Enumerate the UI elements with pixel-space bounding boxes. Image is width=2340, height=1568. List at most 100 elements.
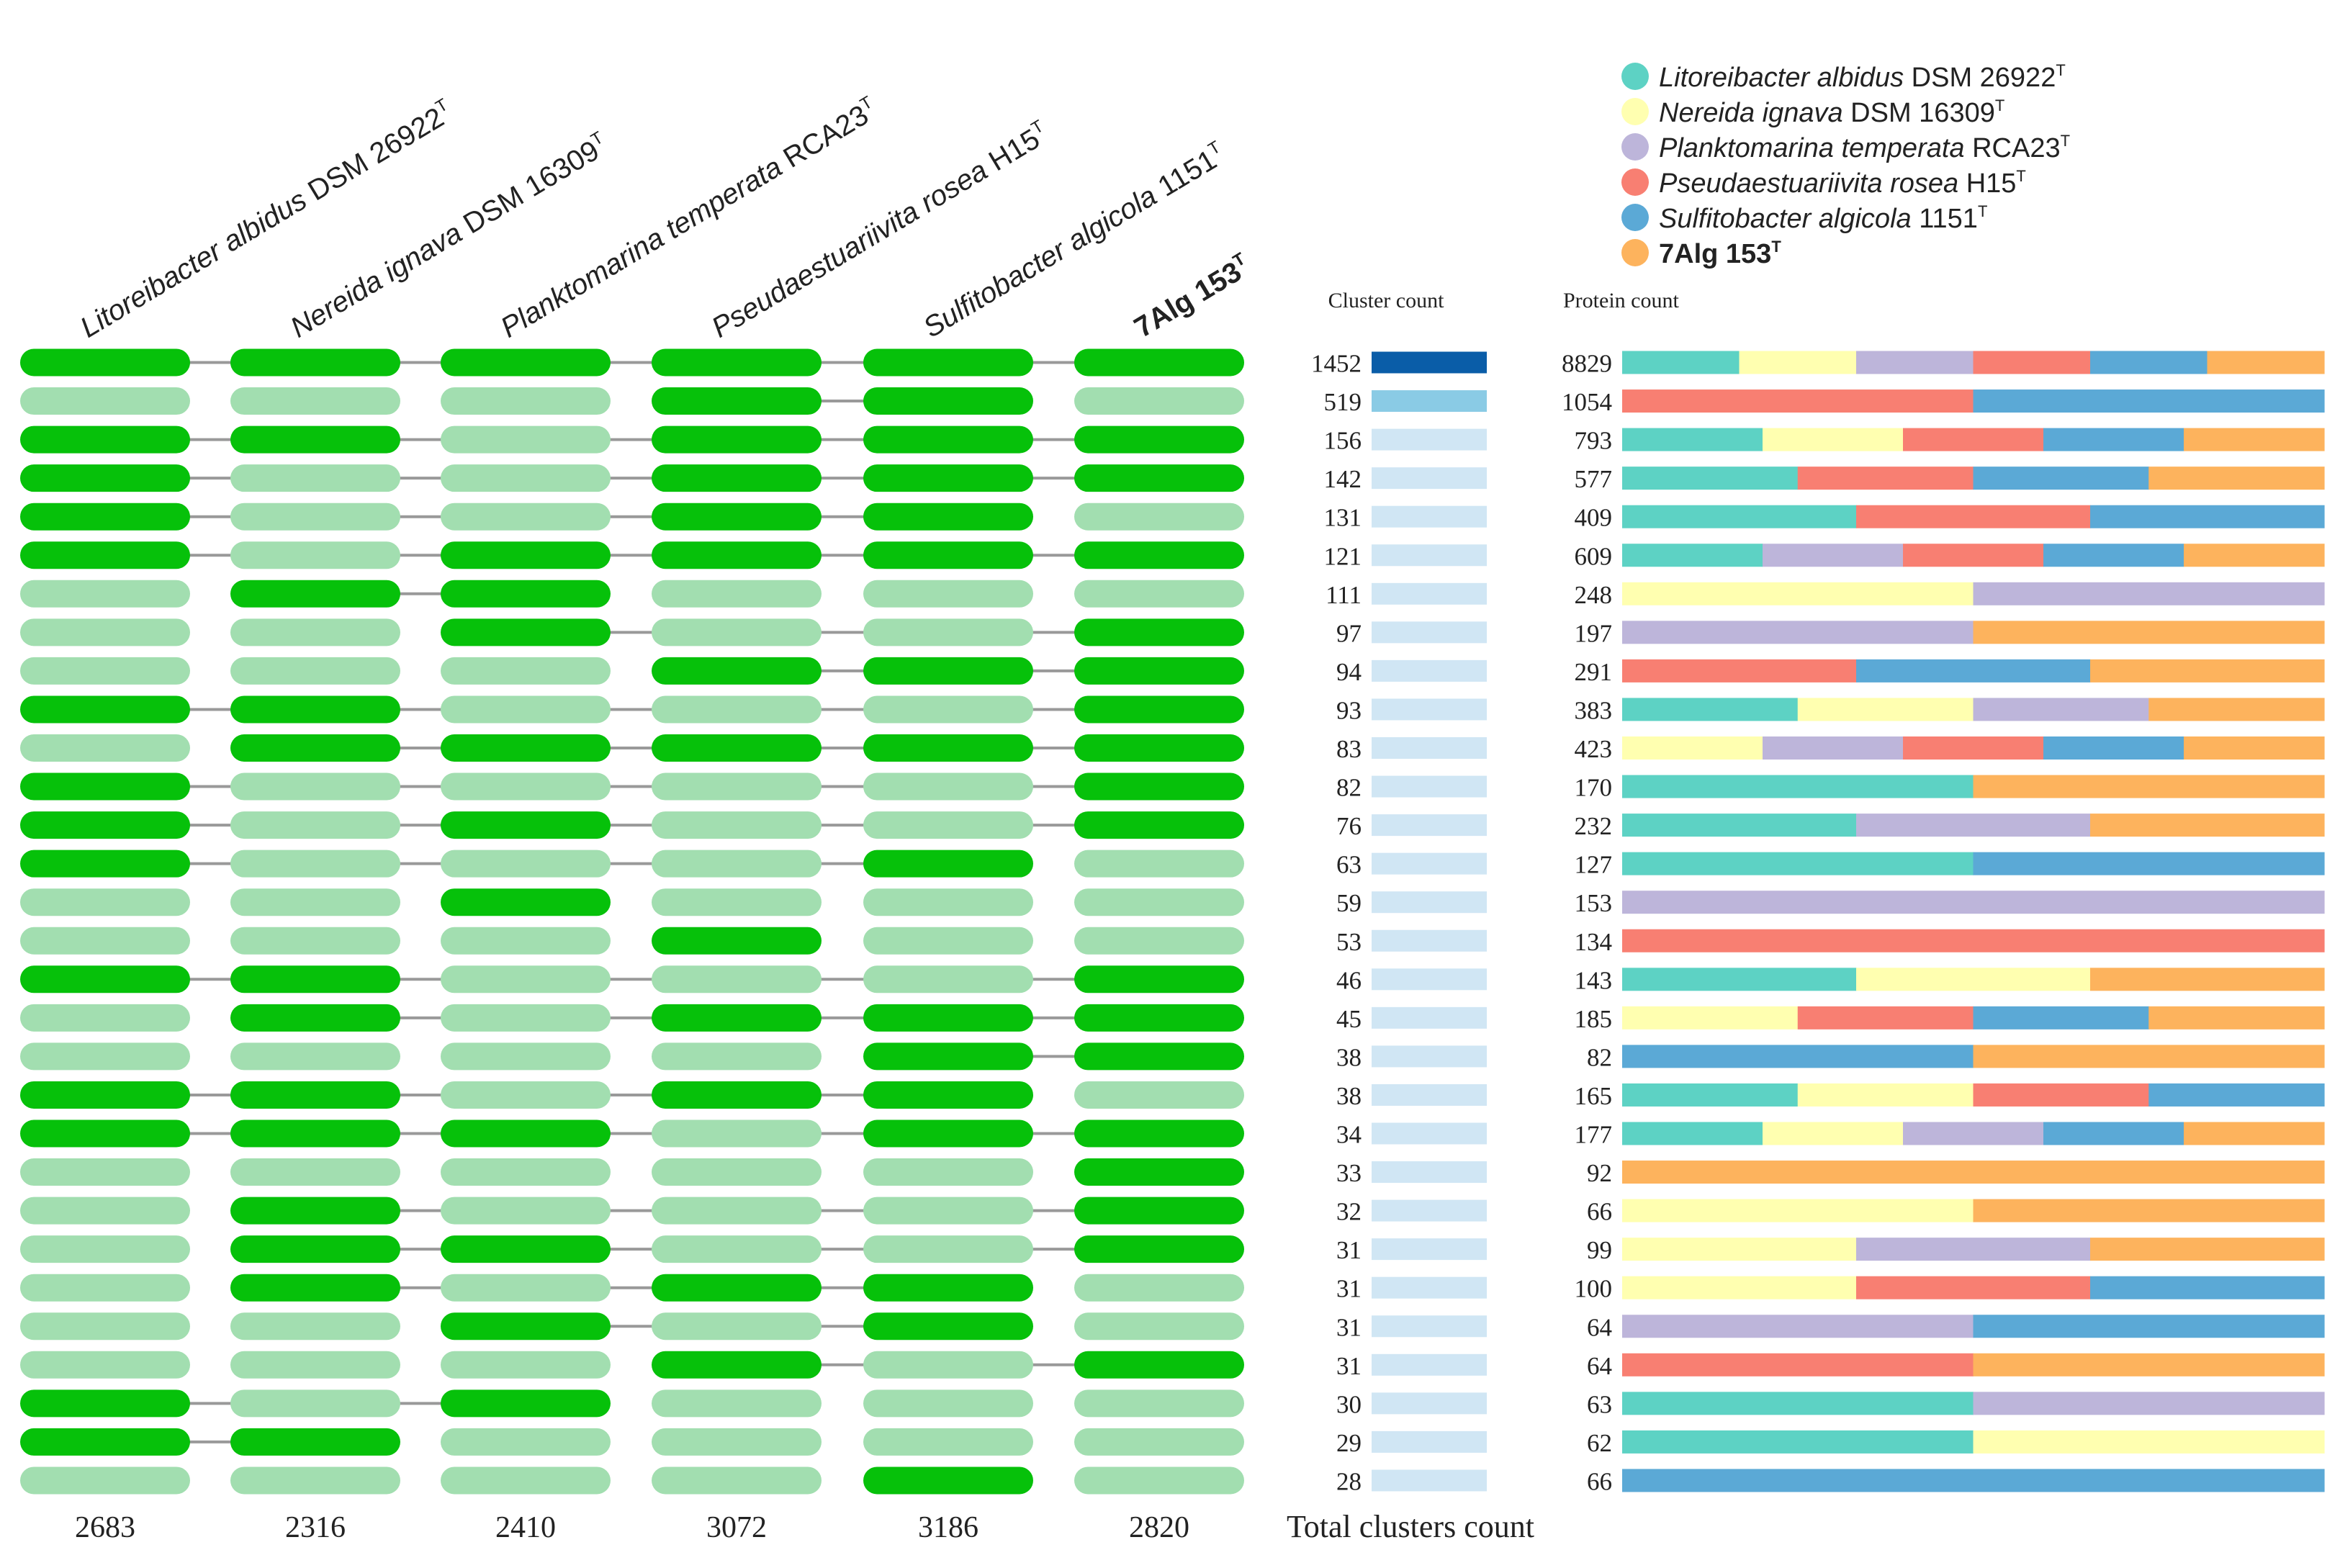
column-header-2: Planktomarina temperata RCA23T <box>495 92 883 343</box>
protein-count-segment <box>1622 1083 1799 1107</box>
legend-sup: T <box>2056 61 2065 79</box>
protein-count-label: 248 <box>1575 581 1613 609</box>
cluster-present-pill <box>441 348 611 377</box>
cluster-present-pill <box>1074 772 1244 801</box>
cluster-count-bar <box>1372 659 1487 682</box>
protein-count-segment <box>1903 428 2044 451</box>
cluster-count-label: 33 <box>1336 1159 1362 1187</box>
cluster-present-pill <box>230 1428 400 1456</box>
cluster-absent-pill <box>441 1081 611 1109</box>
cluster-count-label: 38 <box>1336 1082 1362 1110</box>
total-cluster-label: 3186 <box>918 1511 978 1544</box>
cluster-absent-pill <box>863 811 1033 839</box>
cluster-absent-pill <box>441 965 611 993</box>
legend-entry: Litoreibacter albidus DSM 26922T <box>1659 61 2066 93</box>
legend-species: Litoreibacter albidus <box>1659 63 1912 93</box>
legend-entry: 7Alg 153T <box>1659 238 1781 269</box>
cluster-count-label: 28 <box>1336 1467 1362 1495</box>
protein-count-segment <box>1622 929 2325 952</box>
cluster-absent-pill <box>20 1466 190 1495</box>
protein-count-segment <box>1973 467 2149 490</box>
cluster-present-pill <box>652 1004 822 1032</box>
cluster-present-pill <box>863 348 1033 377</box>
protein-count-segment <box>1856 968 2091 991</box>
protein-count-segment <box>1797 1006 1974 1029</box>
cluster-present-pill <box>652 1351 822 1379</box>
cluster-present-pill <box>230 1197 400 1225</box>
cluster-absent-pill <box>863 618 1033 646</box>
cluster-present-pill <box>652 425 822 454</box>
legend-strain: H15 <box>1966 168 2017 199</box>
cluster-absent-pill <box>652 1312 822 1341</box>
protein-count-segment <box>1622 736 1763 760</box>
cluster-count-bar <box>1372 1469 1487 1492</box>
protein-count-segment <box>1622 1276 1857 1299</box>
cluster-present-pill <box>863 1466 1033 1495</box>
cluster-count-bar <box>1372 1315 1487 1338</box>
legend-marker <box>1621 168 1649 196</box>
legend-strain: 7Alg 153 <box>1659 239 1771 269</box>
protein-count-segment <box>2090 351 2208 374</box>
protein-count-segment <box>2043 544 2184 567</box>
protein-count-segment <box>1856 814 2091 837</box>
cluster-absent-pill <box>441 464 611 492</box>
cluster-absent-pill <box>20 1042 190 1071</box>
protein-count-segment <box>1622 582 1974 605</box>
protein-count-segment <box>1973 852 2325 875</box>
protein-count-segment <box>1973 1353 2325 1376</box>
legend-entry: Pseudaestuariivita rosea H15T <box>1659 167 2026 199</box>
cluster-count-label: 156 <box>1324 427 1362 455</box>
cluster-count-bar <box>1372 351 1487 374</box>
protein-count-segment <box>1856 505 2091 528</box>
protein-count-label: 62 <box>1587 1429 1612 1457</box>
cluster-absent-pill <box>1074 1312 1244 1341</box>
cluster-count-bar <box>1372 467 1487 490</box>
cluster-absent-pill <box>863 1235 1033 1263</box>
cluster-count-label: 94 <box>1336 658 1362 686</box>
cluster-absent-pill <box>20 1004 190 1032</box>
cluster-present-pill <box>441 734 611 762</box>
protein-count-label: 793 <box>1575 427 1613 455</box>
total-cluster-label: 2410 <box>495 1511 556 1544</box>
protein-count-segment <box>1856 1276 2091 1299</box>
protein-count-segment <box>1622 1353 1974 1376</box>
cluster-absent-pill <box>230 1158 400 1186</box>
cluster-absent-pill <box>20 1351 190 1379</box>
cluster-absent-pill <box>230 387 400 415</box>
total-cluster-label: 2683 <box>75 1511 135 1544</box>
total-clusters-title: Total clusters count <box>1287 1509 1534 1544</box>
cluster-present-pill <box>20 348 190 377</box>
cluster-present-pill <box>230 425 400 454</box>
protein-count-segment <box>1903 1122 2044 1145</box>
column-header-strain: RCA23 <box>778 99 874 174</box>
cluster-absent-pill <box>652 1389 822 1418</box>
cluster-count-bar <box>1372 698 1487 721</box>
protein-count-segment <box>1622 505 1857 528</box>
cluster-present-pill <box>20 811 190 839</box>
cluster-present-pill <box>652 503 822 531</box>
legend-entry: Nereida ignava DSM 16309T <box>1659 96 2004 128</box>
legend-strain: 1151 <box>1919 204 1978 234</box>
protein-count-label: 165 <box>1575 1082 1613 1110</box>
cluster-absent-pill <box>230 503 400 531</box>
legend-strain: DSM 16309 <box>1850 98 1995 128</box>
cluster-absent-pill <box>1074 1466 1244 1495</box>
protein-count-segment <box>1622 891 2325 914</box>
protein-count-segment <box>1622 814 1857 837</box>
protein-count-segment <box>2090 814 2325 837</box>
protein-count-segment <box>1797 698 1974 721</box>
cluster-count-label: 34 <box>1336 1121 1362 1149</box>
protein-count-segment <box>1622 852 1974 875</box>
cluster-count-bar <box>1372 390 1487 413</box>
protein-count-label: 66 <box>1587 1198 1612 1226</box>
column-header-species: Nereida ignava <box>285 213 474 344</box>
cluster-absent-pill <box>441 1197 611 1225</box>
cluster-present-pill <box>1074 541 1244 569</box>
cluster-present-pill <box>863 541 1033 569</box>
cluster-present-pill <box>652 657 822 685</box>
cluster-count-bar <box>1372 1083 1487 1106</box>
cluster-absent-pill <box>652 888 822 916</box>
protein-count-segment <box>1903 544 2044 567</box>
cluster-present-pill <box>1074 1235 1244 1263</box>
protein-count-segment <box>2184 428 2325 451</box>
